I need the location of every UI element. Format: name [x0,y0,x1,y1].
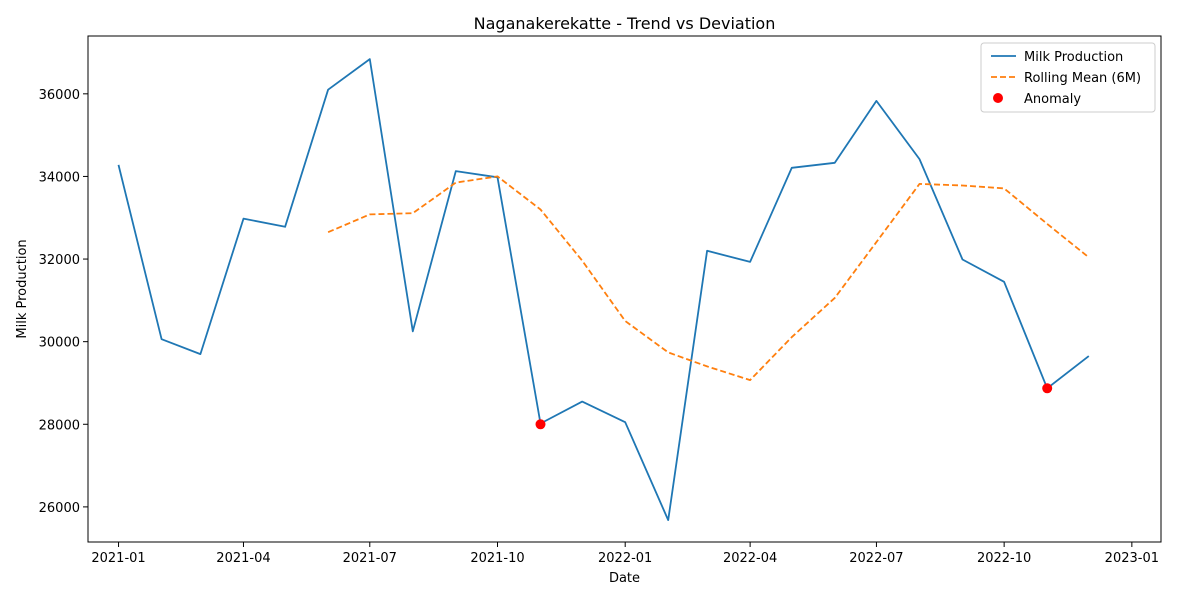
data-point [1003,281,1005,283]
data-point [667,519,669,521]
series-line-milk-production [117,58,1090,521]
y-tick-label: 26000 [39,501,80,516]
y-axis-label: Milk Production [15,239,30,338]
y-tick-label: 36000 [39,88,80,103]
y-axis: 26000 28000 30000 32000 34000 36000 [39,88,88,516]
y-tick-label: 30000 [39,336,80,351]
data-point [749,261,751,263]
y-tick-label: 32000 [39,253,80,268]
data-point [875,100,877,102]
data-point [455,181,457,183]
data-point [624,421,626,423]
x-tick-label: 2022-07 [849,551,903,566]
data-point [369,58,371,60]
data-point [327,89,329,91]
y-tick-label: 28000 [39,418,80,433]
data-point [918,158,920,160]
data-point [1088,256,1090,258]
data-point [496,175,498,177]
x-tick-label: 2022-10 [977,551,1031,566]
data-point [369,213,371,215]
legend: Milk Production Rolling Mean (6M) Anomal… [980,42,1156,113]
x-tick-label: 2022-04 [723,551,777,566]
anomaly-point [535,419,546,430]
x-tick-label: 2022-01 [598,551,652,566]
anomaly-point [1042,383,1053,394]
data-point [791,167,793,169]
data-point [539,208,541,210]
legend-marker-anomaly [993,93,1003,103]
chart-title: Naganakerekatte - Trend vs Deviation [474,14,776,33]
data-point [284,226,286,228]
data-point [455,170,457,172]
data-point [706,250,708,252]
legend-label-anomaly: Anomaly [1024,92,1081,107]
data-point [791,336,793,338]
legend-label-milk-production: Milk Production [1024,50,1123,65]
data-point [327,231,329,233]
series-line-rolling-mean-6m [327,175,1090,382]
data-point [875,241,877,243]
data-point [706,365,708,367]
plot-frame [87,35,1162,543]
legend-box [980,42,1156,113]
data-point [1046,223,1048,225]
data-point [961,258,963,260]
x-axis-label: Date [609,571,640,586]
y-tick-label: 34000 [39,170,80,185]
data-point [117,164,119,166]
data-point [918,183,920,185]
data-point [412,330,414,332]
data-point [749,379,751,381]
x-tick-label: 2021-10 [470,551,524,566]
data-point [1003,187,1005,189]
data-point [581,260,583,262]
x-tick-label: 2021-07 [343,551,397,566]
data-point [667,351,669,353]
x-tick-label: 2021-04 [216,551,270,566]
x-tick-label: 2023-01 [1105,551,1159,566]
data-point [961,184,963,186]
data-point [199,353,201,355]
legend-label-rolling-mean: Rolling Mean (6M) [1024,71,1141,86]
data-point [242,217,244,219]
x-tick-label: 2021-01 [91,551,145,566]
data-point [624,320,626,322]
data-point [834,297,836,299]
plot-lines [117,58,1090,521]
data-point [160,338,162,340]
data-point [1088,355,1090,357]
data-point [834,162,836,164]
data-point [412,212,414,214]
data-point [581,400,583,402]
x-axis: 2021-01 2021-04 2021-07 2021-10 2022-01 2022-… [91,542,1159,566]
